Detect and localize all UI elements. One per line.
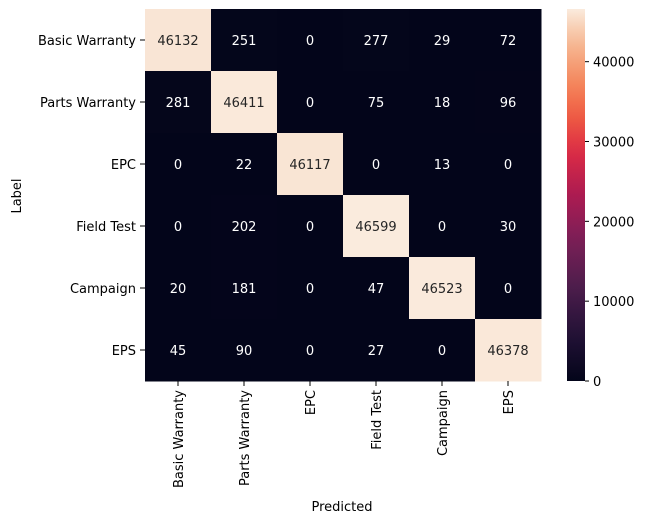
y-tick-label: EPC bbox=[111, 158, 136, 173]
heatmap-cell bbox=[475, 257, 542, 320]
heatmap-cell bbox=[343, 257, 410, 320]
cell-value-label: 45 bbox=[170, 344, 187, 359]
heatmap-cell bbox=[211, 71, 278, 134]
cell-value-label: 46599 bbox=[355, 220, 396, 235]
cell-value-label: 46411 bbox=[223, 96, 264, 111]
heatmap-cell bbox=[277, 71, 344, 134]
heatmap-cell bbox=[145, 257, 212, 320]
x-tick-label: Parts Warranty bbox=[238, 390, 253, 486]
x-tick-label: Basic Warranty bbox=[172, 390, 187, 488]
cell-value-label: 0 bbox=[306, 96, 314, 111]
cell-value-label: 90 bbox=[236, 344, 253, 359]
y-tick-label: Campaign bbox=[70, 282, 136, 297]
heatmap-cell bbox=[343, 195, 410, 258]
cell-value-label: 47 bbox=[368, 282, 385, 297]
heatmap-cell bbox=[145, 195, 212, 258]
heatmap-cell bbox=[475, 133, 542, 196]
heatmap-cell bbox=[409, 195, 476, 258]
cell-value-label: 96 bbox=[500, 96, 517, 111]
heatmap-cell bbox=[145, 71, 212, 134]
y-tick-label: Basic Warranty bbox=[38, 34, 136, 49]
heatmap-cell bbox=[409, 9, 476, 72]
cell-value-label: 0 bbox=[306, 34, 314, 49]
y-axis: Basic Warranty Parts Warranty EPC Field Tes… bbox=[38, 34, 145, 359]
heatmap-cell bbox=[343, 319, 410, 382]
heatmap-cells bbox=[145, 9, 542, 382]
heatmap-cell bbox=[145, 133, 212, 196]
cell-value-label: 202 bbox=[232, 220, 257, 235]
y-tick-label: Field Test bbox=[76, 220, 136, 235]
cell-value-label: 46378 bbox=[487, 344, 528, 359]
cell-value-label: 46117 bbox=[289, 158, 330, 173]
cell-value-label: 281 bbox=[166, 96, 191, 111]
cell-value-label: 75 bbox=[368, 96, 385, 111]
heatmap-cell-labels: 46132 251 0 277 29 72 281 46411 0 75 18 96 0 22 46117 0… bbox=[157, 34, 528, 359]
cell-value-label: 46132 bbox=[157, 34, 198, 49]
cell-value-label: 18 bbox=[434, 96, 451, 111]
colorbar-tick-label: 0 bbox=[593, 375, 601, 390]
heatmap-cell bbox=[277, 257, 344, 320]
cell-value-label: 0 bbox=[438, 344, 446, 359]
cell-value-label: 0 bbox=[438, 220, 446, 235]
cell-value-label: 13 bbox=[434, 158, 451, 173]
heatmap-cell bbox=[211, 195, 278, 258]
heatmap-cell bbox=[475, 71, 542, 134]
heatmap-cell bbox=[343, 71, 410, 134]
heatmap-cell bbox=[409, 319, 476, 382]
cell-value-label: 29 bbox=[434, 34, 451, 49]
heatmap-cell bbox=[277, 133, 344, 196]
cell-value-label: 0 bbox=[504, 282, 512, 297]
cell-value-label: 0 bbox=[174, 158, 182, 173]
cell-value-label: 0 bbox=[372, 158, 380, 173]
heatmap-cell bbox=[145, 319, 212, 382]
x-tick-label: EPC bbox=[304, 390, 319, 415]
cell-value-label: 251 bbox=[232, 34, 257, 49]
heatmap-cell bbox=[343, 9, 410, 72]
cell-value-label: 0 bbox=[306, 344, 314, 359]
heatmap-cell bbox=[475, 195, 542, 258]
y-tick-label: Parts Warranty bbox=[40, 96, 136, 111]
heatmap-cell bbox=[409, 133, 476, 196]
cell-value-label: 277 bbox=[364, 34, 389, 49]
cell-value-label: 22 bbox=[236, 158, 253, 173]
x-axis-title: Predicted bbox=[311, 500, 372, 515]
heatmap-cell bbox=[343, 133, 410, 196]
cell-value-label: 0 bbox=[306, 282, 314, 297]
heatmap-cell bbox=[211, 9, 278, 72]
cell-value-label: 0 bbox=[174, 220, 182, 235]
cell-value-label: 181 bbox=[232, 282, 257, 297]
heatmap-cell bbox=[475, 319, 542, 382]
heatmap-cell bbox=[211, 319, 278, 382]
cell-value-label: 0 bbox=[504, 158, 512, 173]
heatmap-cell bbox=[145, 9, 212, 72]
x-tick-label: EPS bbox=[502, 390, 517, 414]
colorbar-tick-label: 20000 bbox=[593, 215, 634, 230]
x-tick-label: Field Test bbox=[370, 390, 385, 450]
colorbar-tick-label: 10000 bbox=[593, 295, 634, 310]
cell-value-label: 46523 bbox=[421, 282, 462, 297]
cell-value-label: 20 bbox=[170, 282, 187, 297]
colorbar-gradient bbox=[567, 9, 585, 381]
heatmap-cell bbox=[211, 257, 278, 320]
colorbar-tick-label: 30000 bbox=[593, 136, 634, 151]
cell-value-label: 72 bbox=[500, 34, 517, 49]
colorbar-tick-label: 40000 bbox=[593, 56, 634, 71]
y-tick-label: EPS bbox=[112, 344, 136, 359]
colorbar: 0 10000 20000 30000 40000 bbox=[567, 9, 634, 390]
heatmap-cell bbox=[277, 319, 344, 382]
cell-value-label: 27 bbox=[368, 344, 385, 359]
heatmap-cell bbox=[211, 133, 278, 196]
heatmap-cell bbox=[409, 71, 476, 134]
y-axis-title: Label bbox=[10, 178, 25, 213]
x-tick-label: Campaign bbox=[436, 390, 451, 456]
heatmap-cell bbox=[409, 257, 476, 320]
heatmap-cell bbox=[277, 195, 344, 258]
x-axis: Basic Warranty Parts Warranty EPC Field Tes… bbox=[172, 381, 517, 488]
heatmap-cell bbox=[277, 9, 344, 72]
cell-value-label: 30 bbox=[500, 220, 517, 235]
heatmap-cell bbox=[475, 9, 542, 72]
cell-value-label: 0 bbox=[306, 220, 314, 235]
